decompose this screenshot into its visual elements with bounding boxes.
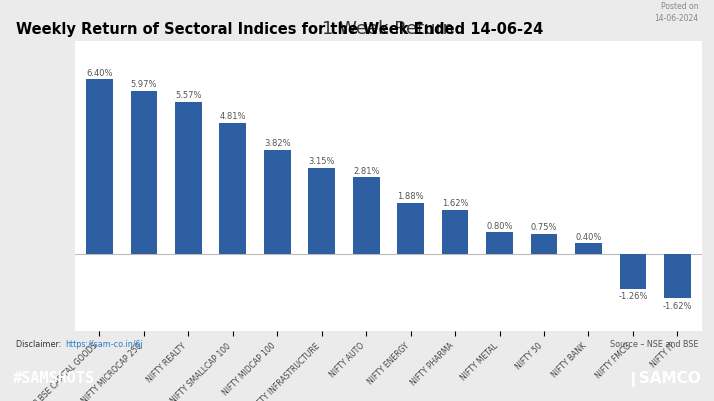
Text: 5.57%: 5.57% [175,91,201,100]
Text: 6.40%: 6.40% [86,69,113,77]
Text: 0.75%: 0.75% [531,223,558,231]
Bar [131,92,157,255]
Text: -1.26%: -1.26% [618,292,648,301]
Text: Source – NSE and BSE: Source – NSE and BSE [610,339,698,348]
Text: 0.40%: 0.40% [575,232,602,241]
Bar [175,103,201,255]
Text: 4.81%: 4.81% [219,112,246,121]
Text: 2.81%: 2.81% [353,166,379,175]
Title: 1 Week Return: 1 Week Return [323,20,454,38]
Bar [219,124,246,255]
Bar [264,150,291,255]
Bar [575,244,602,255]
Bar [442,211,468,255]
Text: 14-06-2024: 14-06-2024 [654,14,698,23]
Text: Posted on: Posted on [660,2,698,11]
Bar [664,255,690,299]
Text: 0.80%: 0.80% [486,221,513,230]
Bar [397,203,424,255]
Text: #SAMSHOTS: #SAMSHOTS [13,371,95,385]
Bar [353,178,380,255]
Bar [486,233,513,255]
Text: https://sam-co.in/6j: https://sam-co.in/6j [66,339,144,348]
Text: 3.15%: 3.15% [308,157,335,166]
Text: -1.62%: -1.62% [663,302,692,310]
Text: 5.97%: 5.97% [131,80,157,89]
Text: 3.82%: 3.82% [264,139,291,148]
Text: 1.62%: 1.62% [442,199,468,208]
Text: ❙SAMCO: ❙SAMCO [626,370,701,386]
Bar [86,80,113,255]
Bar [620,255,646,289]
Text: Disclaimer:: Disclaimer: [16,339,64,348]
Bar [531,234,558,255]
Text: Weekly Return of Sectoral Indices for the Week Ended 14-06-24: Weekly Return of Sectoral Indices for th… [16,22,543,37]
Bar [308,169,335,255]
Text: 1.88%: 1.88% [397,192,424,200]
